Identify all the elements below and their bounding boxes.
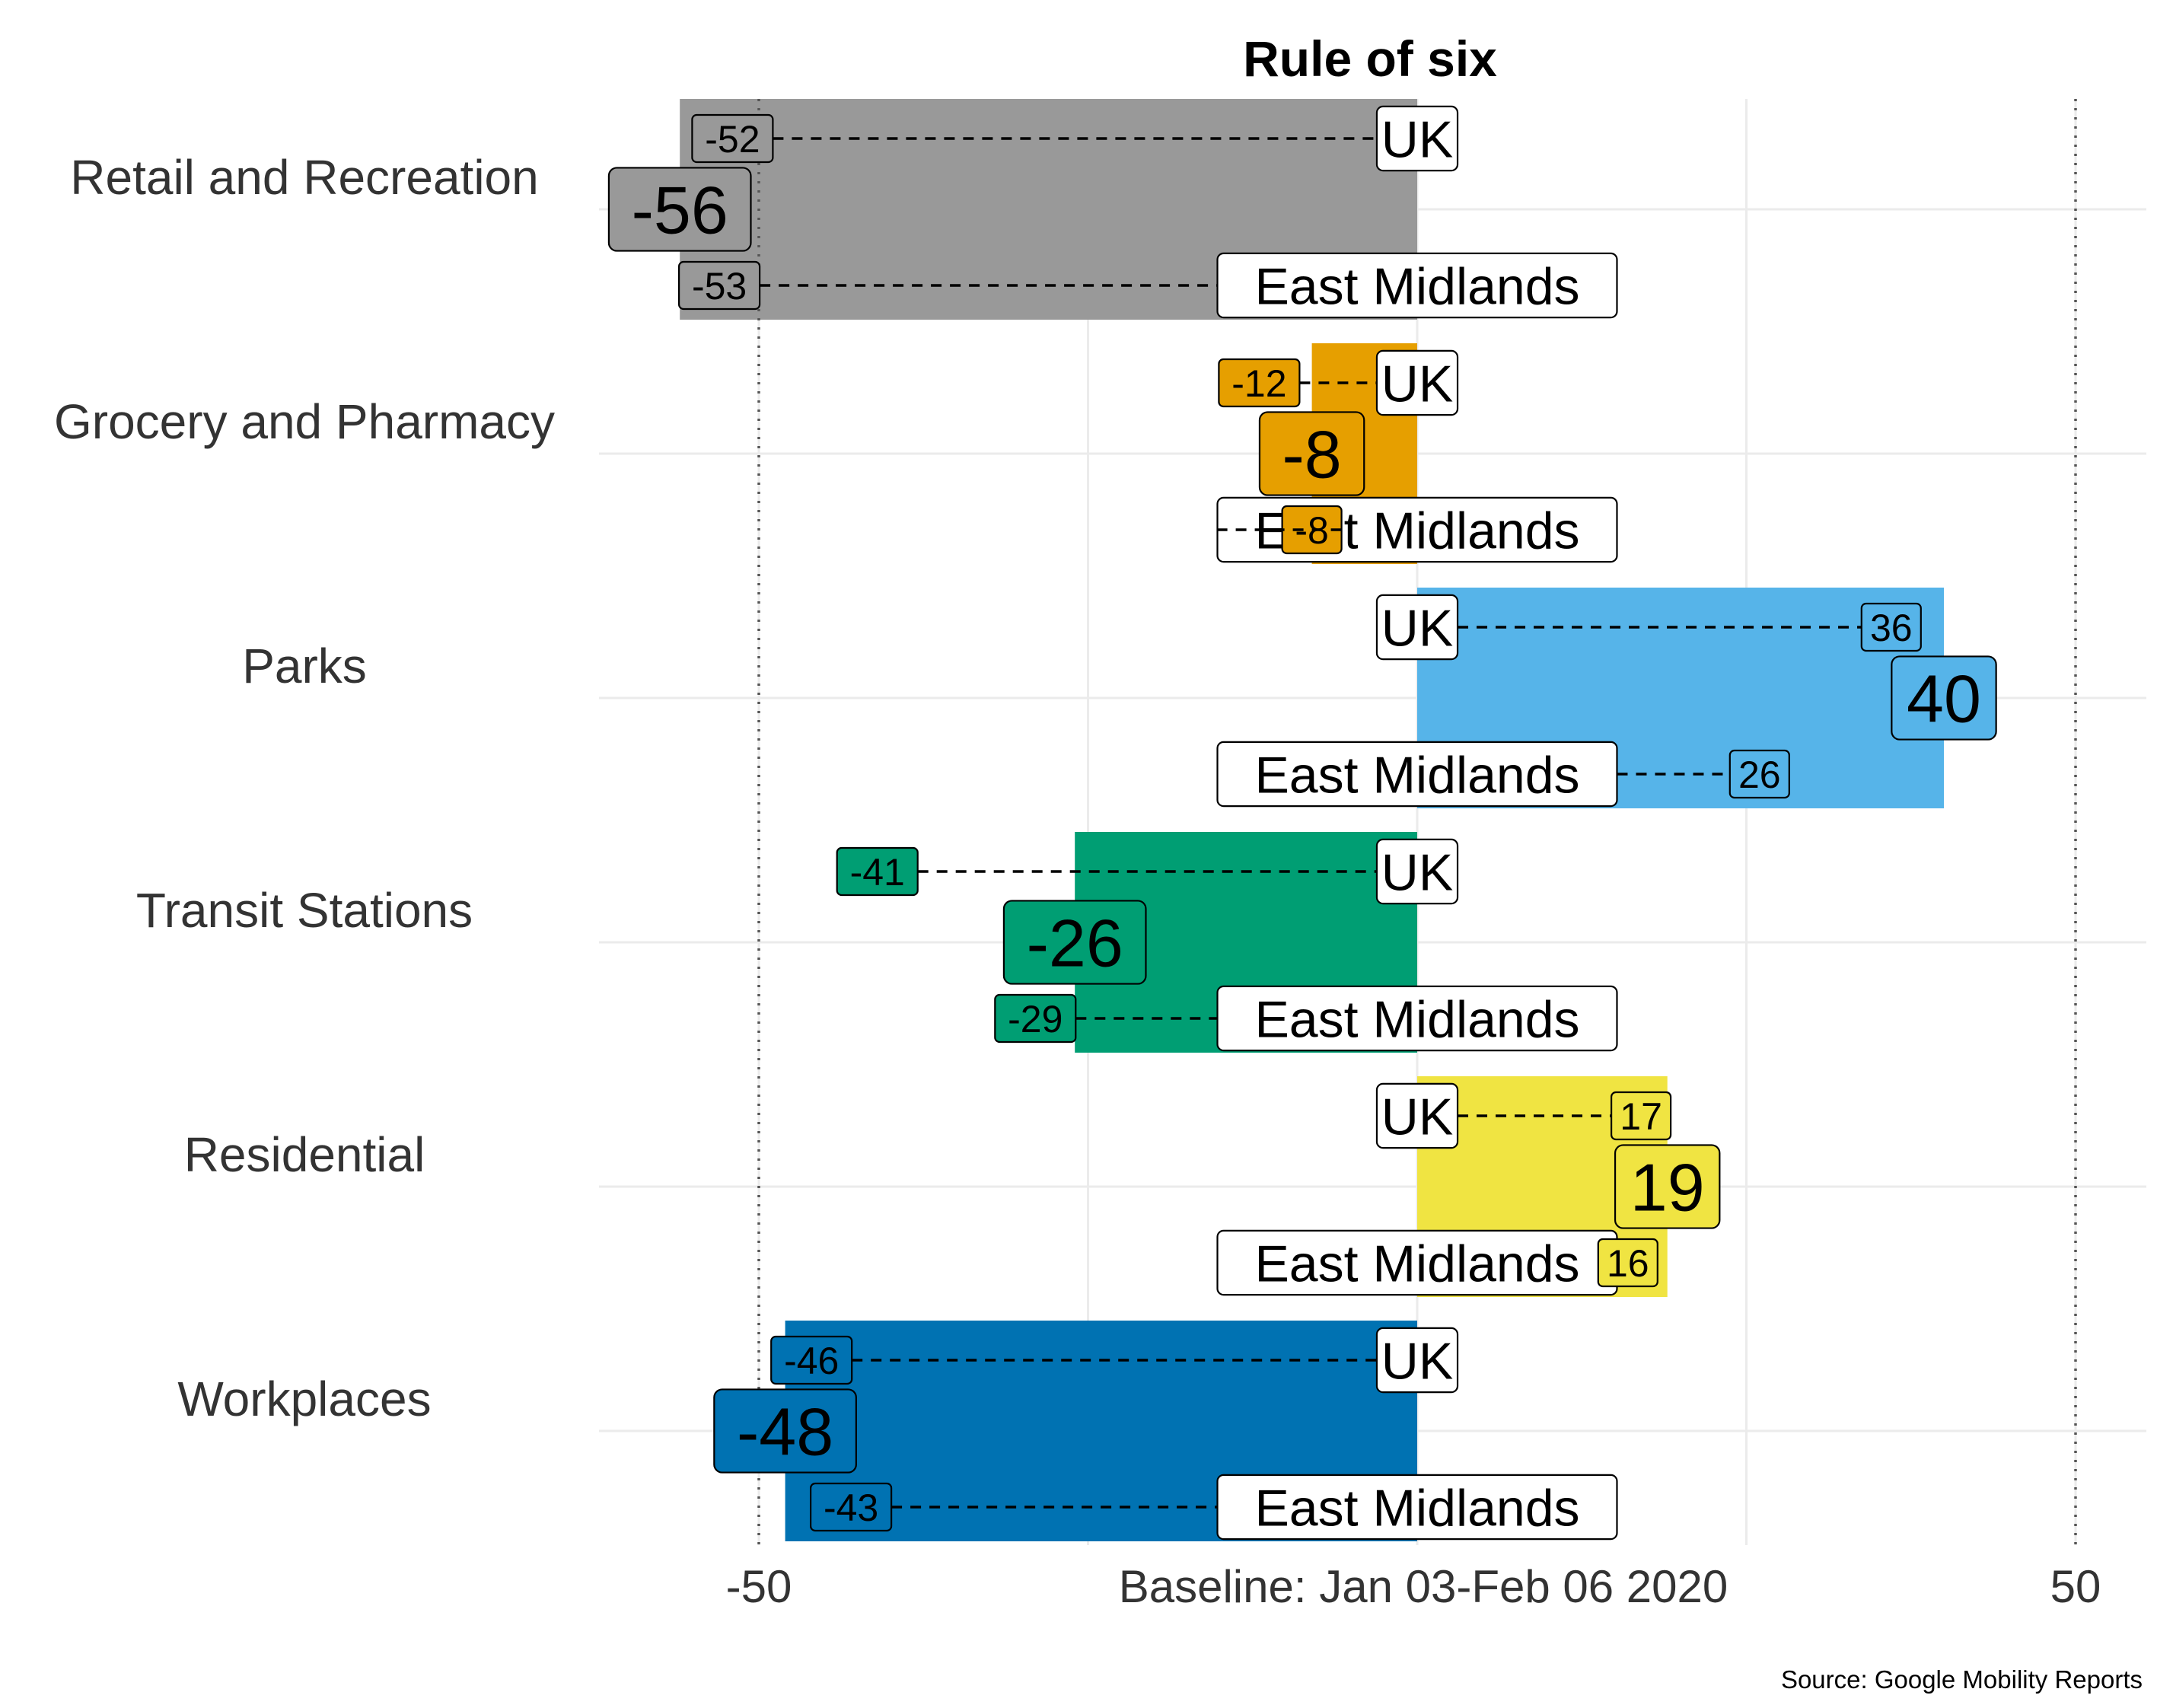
value-label: 19 [1614, 1144, 1721, 1229]
value-label: -26 [1002, 900, 1147, 985]
uk-name-label-text: UK [1381, 1332, 1453, 1390]
uk-name-label-text: UK [1381, 110, 1453, 168]
uk-name-label-text: UK [1381, 355, 1453, 413]
value-label: -48 [713, 1388, 857, 1474]
uk-value-label-text: -41 [850, 851, 905, 894]
region-name-label-text: East Midlands [1254, 746, 1579, 804]
region-value-label-text: 16 [1607, 1242, 1649, 1285]
region-name-label: East Midlands [1216, 1474, 1618, 1541]
x-tick-label: 50 [2050, 1561, 2101, 1612]
category-label: Residential [184, 1127, 425, 1182]
uk-value-label-text: 36 [1870, 607, 1913, 649]
region-value-label: 26 [1728, 749, 1790, 799]
uk-name-label-text: UK [1381, 1088, 1453, 1146]
region-name-label: East Midlands [1216, 985, 1618, 1052]
value-label-text: 19 [1630, 1150, 1705, 1225]
region-name-label: East Midlands [1216, 252, 1618, 319]
region-name-label-text: East Midlands [1254, 1479, 1579, 1537]
uk-name-label: UK [1375, 105, 1459, 172]
value-label-box [1258, 411, 1365, 496]
value-label: -8 [1258, 411, 1365, 496]
value-label: 40 [1891, 655, 1997, 741]
region-value-label: -29 [994, 993, 1077, 1044]
value-label-text: -8 [1282, 417, 1341, 492]
region-value-label-text: -43 [824, 1487, 878, 1529]
uk-value-label: -46 [770, 1335, 853, 1385]
value-label-box [713, 1388, 857, 1474]
uk-value-label: 36 [1860, 602, 1922, 652]
value-label-text: 40 [1907, 661, 1981, 737]
category-label: Parks [242, 639, 367, 693]
region-name-label-text: East Midlands [1254, 257, 1579, 315]
region-value-label: 16 [1597, 1238, 1658, 1288]
uk-value-label: -12 [1218, 358, 1301, 408]
uk-name-label-text: UK [1381, 599, 1453, 657]
category-label: Grocery and Pharmacy [54, 394, 555, 449]
uk-name-label: UK [1375, 1327, 1459, 1394]
category-label: Retail and Recreation [70, 150, 538, 205]
uk-value-label: -41 [836, 846, 919, 897]
uk-name-label: UK [1375, 838, 1459, 905]
x-axis-label: Baseline: Jan 03-Feb 06 2020 [1119, 1561, 1728, 1612]
region-value-label-box [1728, 749, 1790, 799]
uk-value-label: -52 [691, 113, 774, 164]
value-label: -56 [607, 167, 752, 252]
uk-name-label: UK [1375, 1082, 1459, 1149]
region-value-label-box [1597, 1238, 1658, 1288]
value-label-box [1614, 1144, 1721, 1229]
uk-name-label-box [1375, 1327, 1459, 1394]
region-name-label: East Midlands [1216, 1229, 1618, 1296]
uk-name-label: UK [1375, 594, 1459, 661]
uk-name-label-box [1375, 1082, 1459, 1149]
region-value-label-text: 26 [1738, 754, 1781, 796]
uk-name-label-text: UK [1381, 843, 1453, 901]
region-value-label-text: -53 [692, 265, 747, 308]
marks-layer: Retail and Recreation UK -52 East Midlands -… [54, 99, 2101, 1612]
uk-value-label-text: 17 [1620, 1095, 1662, 1138]
chart-title: Rule of six [1243, 30, 1497, 87]
region-name-label-text: East Midlands [1254, 990, 1579, 1048]
value-label-text: -26 [1027, 906, 1123, 981]
uk-value-label-text: -12 [1231, 362, 1286, 405]
value-label-box [1002, 900, 1147, 985]
uk-value-label-text: -46 [784, 1340, 839, 1382]
uk-name-label-box [1375, 105, 1459, 172]
region-value-label-text: -29 [1008, 998, 1063, 1040]
x-tick-label: -50 [726, 1561, 792, 1612]
uk-name-label: UK [1375, 349, 1459, 416]
uk-name-label-box [1375, 594, 1459, 661]
value-label-box [607, 167, 752, 252]
uk-value-label: 17 [1611, 1091, 1672, 1141]
category-label: Transit Stations [136, 883, 473, 938]
region-value-label: -53 [677, 260, 761, 311]
region-value-label: -43 [809, 1482, 893, 1532]
source-caption: Source: Google Mobility Reports [1781, 1665, 2143, 1694]
value-label-text: -48 [737, 1394, 833, 1470]
region-name-label-text: East Midlands [1254, 1235, 1579, 1292]
value-label-box [1891, 655, 1997, 741]
uk-value-label-text: -52 [705, 118, 760, 161]
value-label-text: -56 [632, 173, 728, 248]
category-label: Workplaces [177, 1372, 431, 1426]
region-name-label: East Midlands [1216, 741, 1618, 808]
